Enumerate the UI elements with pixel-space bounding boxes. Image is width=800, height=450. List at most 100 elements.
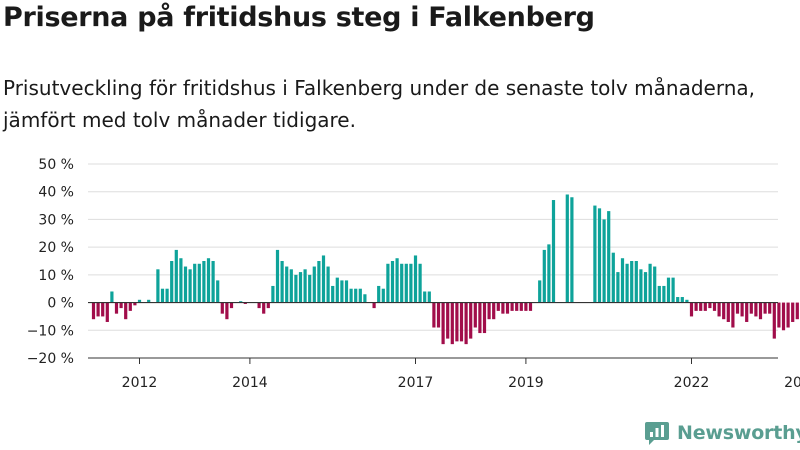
- x-axis: 2012 2014 2017 2019 2022 2024: [88, 357, 800, 391]
- bar: [174, 249, 178, 303]
- bar: [634, 261, 638, 303]
- y-tick-label: 0 %: [47, 296, 74, 312]
- bar: [239, 301, 243, 303]
- bar: [717, 302, 721, 317]
- bar: [469, 302, 473, 339]
- x-tick-label: 2014: [232, 375, 268, 391]
- bar: [478, 302, 482, 334]
- bar: [496, 302, 500, 311]
- bar: [565, 194, 569, 303]
- bar: [758, 302, 763, 320]
- bar: [726, 302, 730, 322]
- bar: [699, 302, 703, 311]
- bar: [791, 302, 795, 322]
- bar: [487, 302, 491, 320]
- y-tick-label: 40 %: [38, 185, 74, 201]
- bar: [363, 294, 367, 303]
- bar: [110, 291, 114, 303]
- bar: [703, 302, 707, 311]
- bar: [211, 261, 215, 303]
- bar: [510, 302, 514, 311]
- bar: [400, 263, 404, 303]
- bar: [505, 302, 510, 314]
- bar: [459, 302, 464, 342]
- bar: [607, 211, 611, 303]
- bar: [694, 302, 698, 311]
- bar: [206, 258, 211, 303]
- bar: [666, 277, 671, 303]
- bar: [340, 280, 344, 303]
- bar: [602, 219, 606, 303]
- bar: [147, 299, 151, 303]
- bar: [551, 200, 556, 303]
- bar: [671, 277, 675, 303]
- bar: [225, 302, 229, 320]
- y-tick-label: 30 %: [38, 212, 74, 228]
- bar: [515, 302, 519, 311]
- bar: [740, 302, 744, 317]
- bar: [528, 302, 533, 311]
- bar: [266, 302, 270, 309]
- bar: [101, 302, 105, 317]
- bar: [482, 302, 487, 334]
- bar: [321, 255, 326, 303]
- y-tick-label: 50 %: [38, 157, 74, 173]
- bar: [114, 302, 119, 314]
- y-tick-label: −20 %: [27, 351, 74, 367]
- bar: [722, 302, 726, 320]
- bar: [648, 263, 652, 303]
- chart-title: Priserna på fritidshus steg i Falkenberg: [3, 2, 595, 33]
- bar: [473, 302, 477, 328]
- bar: [538, 280, 542, 303]
- bar: [597, 208, 602, 303]
- bar: [593, 205, 597, 303]
- bar: [657, 285, 661, 303]
- bar: [275, 249, 280, 303]
- chart-subtitle: Prisutveckling för fritidshus i Falkenbe…: [3, 76, 756, 132]
- bar: [179, 258, 183, 303]
- bar: [464, 302, 468, 345]
- bar: [188, 269, 192, 303]
- bar: [781, 302, 786, 331]
- bar: [795, 302, 799, 320]
- bar: [243, 302, 247, 304]
- bar: [220, 302, 224, 314]
- bar: [450, 302, 454, 345]
- bar: [731, 302, 735, 328]
- bar: [427, 291, 431, 303]
- bar: [786, 302, 790, 328]
- bar: [160, 288, 165, 303]
- bar: [685, 299, 689, 303]
- bar: [501, 302, 505, 314]
- bar: [358, 288, 362, 303]
- bar: [570, 197, 574, 303]
- bar: [257, 302, 261, 309]
- y-axis-labels: −20 % −10 % 0 % 10 % 20 % 30 % 40 % 50 %: [27, 157, 74, 367]
- bar: [712, 302, 717, 311]
- bar: [133, 302, 137, 306]
- bar: [298, 272, 303, 303]
- x-tick-label: 2017: [398, 375, 434, 391]
- bar: [768, 302, 772, 314]
- bar: [441, 302, 445, 345]
- bar: [96, 302, 100, 317]
- bar: [680, 297, 684, 303]
- bar: [202, 261, 206, 303]
- bar: [413, 255, 418, 303]
- bar: [639, 269, 643, 303]
- bar: [616, 272, 620, 303]
- bar: [643, 272, 648, 303]
- bar: [386, 263, 390, 303]
- bar: [446, 302, 450, 339]
- x-tick-label: 2024: [784, 375, 800, 391]
- bar: [280, 261, 284, 303]
- bar: [436, 302, 441, 328]
- bar: [524, 302, 528, 311]
- bar: [294, 274, 298, 303]
- bar: [763, 302, 767, 314]
- bar: [105, 302, 109, 322]
- bar: [335, 277, 339, 303]
- bar: [349, 288, 353, 303]
- bar: [735, 302, 740, 314]
- bar: [625, 263, 629, 303]
